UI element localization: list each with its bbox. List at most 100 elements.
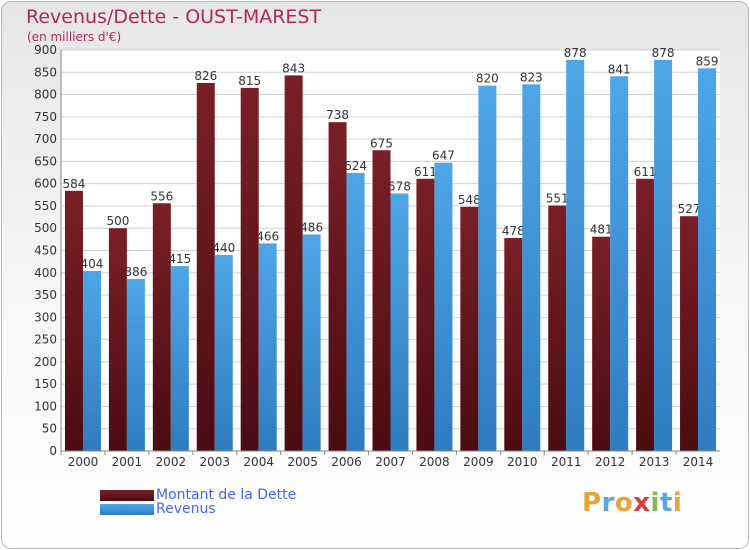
bar-revenus bbox=[170, 266, 189, 451]
x-tick-label: 2008 bbox=[419, 455, 450, 469]
data-label-dette: 675 bbox=[370, 136, 393, 150]
x-tick-label: 2001 bbox=[112, 455, 143, 469]
y-tick-label: 300 bbox=[34, 310, 57, 324]
bar-revenus bbox=[566, 59, 585, 452]
y-tick-label: 750 bbox=[34, 110, 57, 124]
data-label-revenus: 878 bbox=[564, 46, 587, 60]
y-tick-label: 550 bbox=[34, 199, 57, 213]
data-label-revenus: 404 bbox=[81, 257, 104, 271]
bar-dette bbox=[64, 190, 83, 451]
x-tick-label: 2012 bbox=[595, 455, 626, 469]
data-label-revenus: 878 bbox=[652, 46, 675, 60]
chart-subtitle: (en milliers d'€) bbox=[27, 30, 122, 44]
bar-revenus bbox=[302, 234, 321, 451]
legend-swatch-dette bbox=[100, 489, 154, 501]
y-tick-label: 0 bbox=[49, 444, 57, 458]
x-tick-label: 2011 bbox=[551, 455, 582, 469]
bar-revenus bbox=[390, 193, 409, 452]
bar-revenus bbox=[434, 162, 453, 451]
data-label-revenus: 578 bbox=[388, 179, 411, 193]
y-tick-label: 600 bbox=[34, 177, 57, 191]
x-tick-label: 2002 bbox=[156, 455, 187, 469]
y-tick-label: 350 bbox=[34, 288, 57, 302]
x-tick-label: 2013 bbox=[639, 455, 670, 469]
x-tick-label: 2009 bbox=[463, 455, 494, 469]
legend-label-dette: Montant de la Dette bbox=[156, 487, 297, 503]
x-tick-label: 2003 bbox=[199, 455, 230, 469]
data-label-dette: 843 bbox=[282, 61, 305, 75]
bar-revenus bbox=[214, 254, 233, 451]
bar-dette bbox=[504, 238, 523, 451]
data-label-revenus: 820 bbox=[476, 72, 499, 86]
bar-dette bbox=[680, 216, 699, 451]
x-tick-label: 2010 bbox=[507, 455, 538, 469]
bar-dette bbox=[284, 75, 303, 451]
y-tick-label: 800 bbox=[34, 88, 57, 102]
bar-revenus bbox=[654, 59, 673, 452]
bar-revenus bbox=[478, 85, 497, 452]
bar-revenus bbox=[610, 76, 629, 451]
y-tick-label: 150 bbox=[34, 377, 57, 391]
data-label-dette: 548 bbox=[458, 193, 481, 207]
bar-dette bbox=[372, 150, 391, 451]
data-label-dette: 527 bbox=[678, 202, 701, 216]
bar-revenus bbox=[258, 243, 277, 451]
x-tick-label: 2004 bbox=[243, 455, 274, 469]
data-label-revenus: 859 bbox=[696, 54, 719, 68]
bar-revenus bbox=[522, 84, 541, 452]
data-label-dette: 738 bbox=[326, 108, 349, 122]
y-tick-label: 450 bbox=[34, 244, 57, 258]
bar-dette bbox=[592, 236, 611, 451]
y-tick-label: 650 bbox=[34, 154, 57, 168]
data-label-dette: 551 bbox=[546, 191, 569, 205]
bar-revenus bbox=[346, 172, 365, 451]
bar-dette bbox=[548, 205, 567, 451]
y-tick-label: 100 bbox=[34, 399, 57, 413]
data-label-revenus: 486 bbox=[300, 220, 323, 234]
data-label-revenus: 466 bbox=[256, 229, 279, 243]
bar-dette bbox=[416, 178, 435, 451]
data-label-revenus: 386 bbox=[124, 265, 147, 279]
bar-revenus bbox=[82, 270, 101, 451]
data-label-dette: 815 bbox=[238, 74, 261, 88]
bar-revenus bbox=[698, 68, 717, 452]
data-label-revenus: 647 bbox=[432, 149, 455, 163]
legend-item-revenus: Revenus bbox=[100, 501, 216, 517]
x-tick-label: 2000 bbox=[68, 455, 99, 469]
x-tick-label: 2005 bbox=[287, 455, 318, 469]
x-tick-label: 2007 bbox=[375, 455, 406, 469]
bar-dette bbox=[460, 206, 479, 451]
data-label-revenus: 415 bbox=[168, 252, 191, 266]
bar-dette bbox=[108, 228, 127, 451]
data-label-dette: 478 bbox=[502, 224, 525, 238]
legend-swatch-revenus bbox=[100, 503, 154, 515]
data-label-revenus: 841 bbox=[608, 62, 631, 76]
bar-dette bbox=[152, 203, 171, 451]
data-label-revenus: 440 bbox=[212, 241, 235, 255]
data-label-revenus: 624 bbox=[344, 159, 367, 173]
bar-dette bbox=[636, 178, 655, 451]
bar-dette bbox=[328, 122, 347, 452]
data-label-dette: 500 bbox=[106, 214, 129, 228]
data-label-dette: 611 bbox=[414, 165, 437, 179]
x-tick-label: 2006 bbox=[331, 455, 362, 469]
proxiti-logo: Proxiti bbox=[582, 488, 683, 518]
y-tick-label: 50 bbox=[42, 422, 57, 436]
data-label-dette: 556 bbox=[150, 189, 173, 203]
chart-title: Revenus/Dette - OUST-MAREST bbox=[26, 6, 322, 28]
bar-dette bbox=[240, 87, 259, 451]
data-label-dette: 584 bbox=[63, 177, 86, 191]
y-tick-label: 400 bbox=[34, 266, 57, 280]
y-tick-label: 850 bbox=[34, 65, 57, 79]
y-tick-label: 700 bbox=[34, 132, 57, 146]
data-label-dette: 826 bbox=[194, 69, 217, 83]
bar-dette bbox=[196, 82, 215, 452]
x-tick-label: 2014 bbox=[683, 455, 714, 469]
y-tick-label: 200 bbox=[34, 355, 57, 369]
y-tick-label: 500 bbox=[34, 221, 57, 235]
legend-item-dette: Montant de la Dette bbox=[100, 487, 297, 503]
bar-revenus bbox=[126, 279, 145, 451]
data-label-dette: 481 bbox=[590, 223, 613, 237]
y-tick-label: 900 bbox=[34, 43, 57, 57]
